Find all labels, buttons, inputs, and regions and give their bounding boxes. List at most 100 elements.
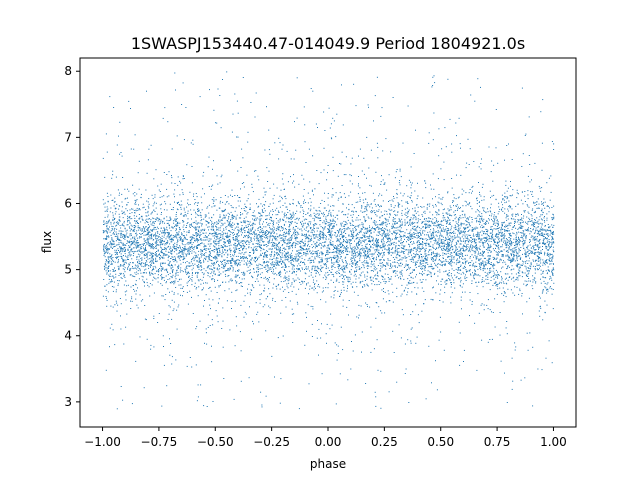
data-point	[143, 255, 145, 257]
data-point	[228, 224, 230, 226]
data-point	[108, 221, 110, 223]
data-point	[546, 288, 548, 290]
data-point	[149, 295, 151, 297]
data-point	[447, 236, 449, 238]
data-point	[469, 229, 471, 231]
data-point	[155, 252, 156, 254]
data-point	[286, 278, 288, 280]
data-point	[362, 225, 364, 227]
data-point	[119, 246, 121, 247]
data-point	[548, 249, 550, 251]
data-point	[545, 277, 547, 279]
data-point	[347, 285, 348, 287]
data-point	[142, 279, 144, 281]
data-point	[285, 232, 287, 234]
data-point	[284, 242, 286, 244]
data-point	[375, 238, 377, 240]
data-point	[524, 229, 526, 231]
data-point	[348, 300, 350, 301]
data-point	[138, 237, 140, 239]
data-point	[283, 223, 285, 225]
data-point	[272, 244, 274, 246]
data-point	[387, 290, 389, 292]
data-point	[341, 235, 343, 237]
data-point	[375, 249, 377, 250]
data-point	[324, 207, 326, 209]
data-point	[504, 230, 506, 232]
data-point	[292, 272, 293, 274]
data-point	[151, 273, 153, 275]
data-point	[536, 240, 538, 242]
data-point	[455, 221, 457, 223]
data-point	[397, 244, 399, 246]
data-point	[131, 267, 133, 269]
data-point	[221, 256, 223, 258]
data-point	[111, 257, 113, 259]
data-point	[276, 261, 278, 263]
data-point	[220, 176, 222, 178]
data-point	[185, 262, 186, 264]
data-point	[216, 268, 218, 270]
data-point	[122, 261, 124, 263]
data-point	[205, 332, 207, 334]
data-point	[316, 255, 318, 257]
data-point	[381, 194, 383, 196]
data-point	[323, 215, 325, 217]
data-point	[473, 227, 475, 229]
data-point	[441, 278, 443, 280]
data-point	[218, 274, 220, 276]
data-point	[292, 250, 293, 252]
data-point	[136, 220, 138, 222]
data-point	[356, 255, 358, 257]
data-point	[127, 250, 129, 251]
data-point	[524, 265, 526, 267]
data-point	[130, 228, 132, 230]
data-point	[473, 161, 475, 162]
data-point	[396, 287, 398, 289]
data-point	[155, 278, 157, 280]
data-point	[124, 253, 126, 255]
data-point	[130, 286, 132, 288]
data-point	[267, 267, 269, 269]
data-point	[488, 222, 489, 224]
data-point	[387, 273, 389, 275]
data-point	[294, 218, 296, 220]
data-point	[481, 280, 483, 282]
data-point	[335, 246, 337, 248]
data-point	[518, 267, 520, 269]
data-point	[191, 244, 193, 246]
data-point	[475, 257, 477, 259]
data-point	[300, 222, 302, 224]
data-point	[138, 262, 140, 264]
data-point	[290, 260, 292, 261]
data-point	[114, 304, 116, 306]
data-point	[341, 211, 343, 213]
data-point	[159, 233, 161, 235]
data-point	[291, 272, 293, 274]
data-point	[344, 268, 346, 270]
data-point	[105, 296, 107, 297]
data-point	[450, 232, 452, 234]
data-point	[382, 200, 384, 202]
data-point	[403, 245, 405, 247]
data-point	[136, 256, 138, 258]
data-point	[136, 242, 138, 244]
data-point	[189, 278, 191, 280]
data-point	[144, 248, 146, 249]
data-point	[351, 216, 353, 218]
data-point	[525, 266, 527, 268]
data-point	[318, 254, 320, 256]
data-point	[507, 267, 508, 269]
data-point	[195, 252, 197, 254]
data-point	[525, 133, 527, 135]
data-point	[216, 267, 218, 269]
data-point	[344, 230, 346, 232]
data-point	[438, 339, 440, 341]
data-point	[440, 234, 442, 236]
data-point	[237, 200, 239, 202]
data-point	[320, 233, 322, 235]
data-point	[404, 219, 406, 221]
data-point	[544, 254, 545, 256]
data-point	[488, 249, 490, 251]
data-point	[273, 226, 275, 228]
